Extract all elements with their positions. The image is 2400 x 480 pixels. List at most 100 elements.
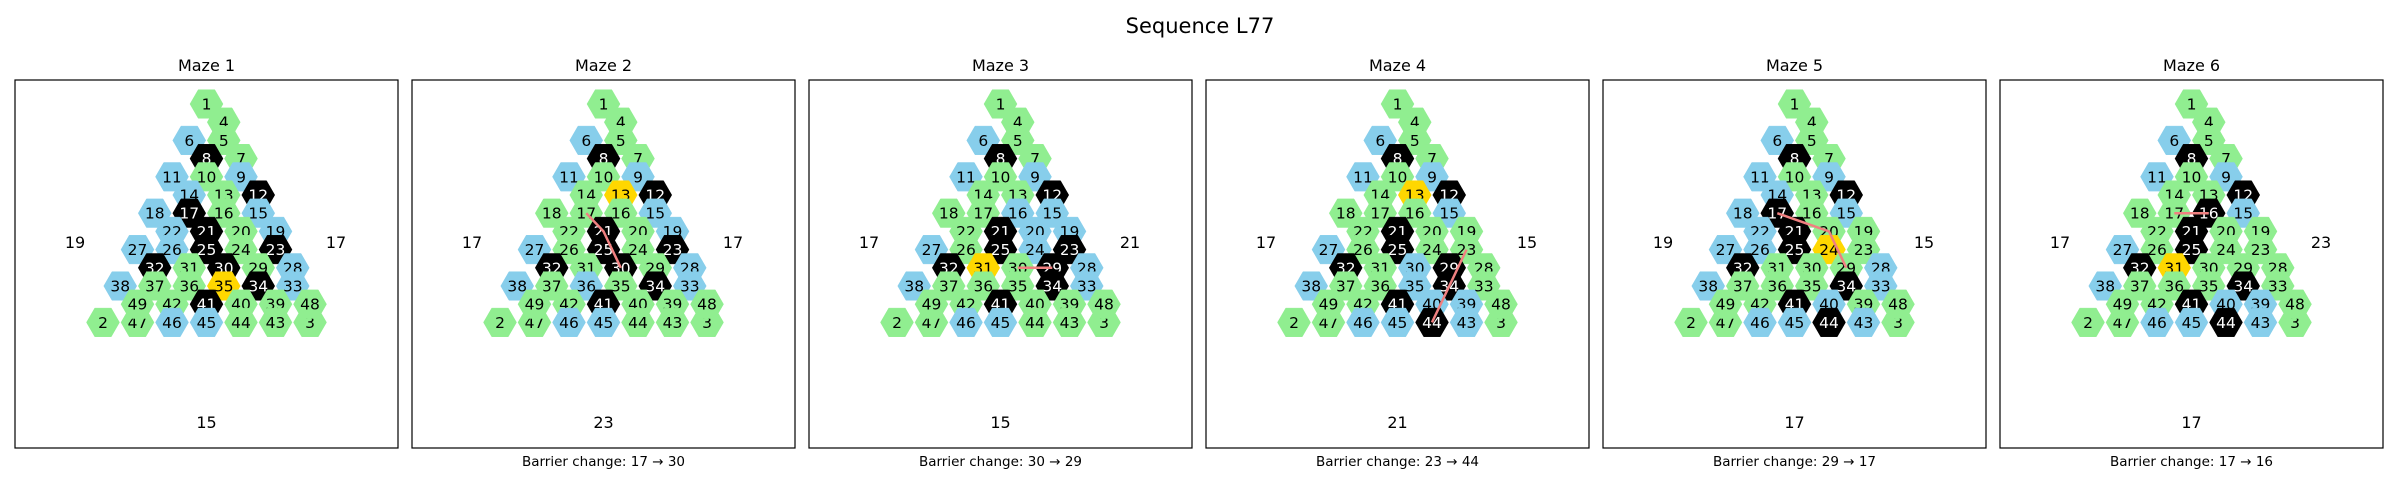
barrier-path <box>1430 249 1468 323</box>
cell-number: 36 <box>2164 278 2184 296</box>
cell-number: 48 <box>300 296 320 314</box>
maze-cells: 12 34567891011121314151617181920212223242… <box>1277 89 1518 337</box>
maze-cell-48: 48 <box>1881 289 1915 319</box>
maze-cells: 12 34567891011121314151617181920212223242… <box>1674 89 1915 337</box>
cell-number: 7 <box>2221 150 2231 168</box>
maze-title: Maze 5 <box>1766 56 1823 75</box>
maze-cell-43: 43 <box>2243 307 2278 337</box>
maze-frame <box>1999 79 2384 449</box>
cell-number: 10 <box>2182 168 2202 186</box>
cell-number: 43 <box>1060 314 1080 332</box>
barrier-change-caption: Barrier change: 17 → 30 <box>522 454 685 470</box>
cell-number: 10 <box>1785 168 1805 186</box>
cell-number: 3 <box>1893 314 1903 332</box>
right-number: 15 <box>1517 233 1537 252</box>
cell-number: 45 <box>1785 314 1805 332</box>
cell-number: 48 <box>1094 296 1114 314</box>
cell-number: 4 <box>1807 114 1817 132</box>
cell-number: 34 <box>1836 278 1856 296</box>
maze-cell-49: 49 <box>120 289 155 319</box>
cell-number: 8 <box>1393 150 1403 168</box>
cell-number: 37 <box>1733 278 1753 296</box>
cell-number: 10 <box>197 168 217 186</box>
maze-panel-5: Maze 512 34567891011121314151617181920212… <box>1602 56 1987 470</box>
cell-number: 49 <box>1319 296 1339 314</box>
cell-number: 26 <box>956 241 976 259</box>
maze-cell-48: 48 <box>1484 289 1518 319</box>
cell-number: 6 <box>1772 132 1782 150</box>
cell-number: 18 <box>1336 205 1356 223</box>
maze-cells: 12 34567891011121314151617181920212223242… <box>2071 89 2312 337</box>
cell-number: 36 <box>1370 278 1390 296</box>
maze-frame <box>1205 79 1590 449</box>
cell-number: 17 <box>973 205 993 223</box>
cell-number: 18 <box>1733 205 1753 223</box>
cell-number: 27 <box>2113 241 2133 259</box>
cell-number: 37 <box>542 278 562 296</box>
cell-number: 18 <box>2130 205 2150 223</box>
cell-number: 34 <box>1042 278 1062 296</box>
cell-number: 11 <box>559 168 579 186</box>
cell-number: 1 <box>599 96 609 114</box>
cell-number: 33 <box>680 278 700 296</box>
cell-number: 24 <box>628 241 648 259</box>
cell-number: 45 <box>594 314 614 332</box>
bottom-number: 15 <box>990 413 1010 432</box>
cell-number: 36 <box>576 278 596 296</box>
cell-number: 10 <box>991 168 1011 186</box>
maze-title: Maze 4 <box>1369 56 1426 75</box>
maze-cell-49: 49 <box>914 289 949 319</box>
cell-number: 1 <box>2187 96 2197 114</box>
cell-number: 26 <box>1353 241 1373 259</box>
cell-number: 5 <box>1807 132 1817 150</box>
right-number: 23 <box>2311 233 2331 252</box>
cell-number: 44 <box>2216 314 2236 332</box>
cell-number: 26 <box>162 241 182 259</box>
cell-number: 18 <box>145 205 165 223</box>
bottom-number: 23 <box>593 413 613 432</box>
cell-number: 2 <box>98 314 108 332</box>
cell-number: 45 <box>2182 314 2202 332</box>
cell-number: 37 <box>1336 278 1356 296</box>
cell-number: 48 <box>697 296 717 314</box>
cell-number: 27 <box>525 241 545 259</box>
cell-number: 8 <box>599 150 609 168</box>
cell-number: 35 <box>1802 278 1822 296</box>
maze-cell-48: 48 <box>2278 289 2312 319</box>
cell-number: 15 <box>2233 205 2253 223</box>
maze-cell-43: 43 <box>655 307 690 337</box>
maze-panel-1: Maze 112 34567891011121314151617181920212… <box>14 56 399 449</box>
cell-number: 36 <box>973 278 993 296</box>
cell-number: 25 <box>1388 241 1408 259</box>
cell-number: 46 <box>2147 314 2167 332</box>
cell-number: 7 <box>1824 150 1834 168</box>
maze-cell-48: 48 <box>1087 289 1121 319</box>
cell-number: 25 <box>991 241 1011 259</box>
cell-number: 46 <box>956 314 976 332</box>
cell-number: 48 <box>2285 296 2305 314</box>
cell-number: 17 <box>1370 205 1390 223</box>
cell-number: 9 <box>1427 168 1437 186</box>
maze-panel-4: Maze 412 34567891011121314151617181920212… <box>1205 56 1590 470</box>
maze-cell-45: 45 <box>983 307 1018 337</box>
cell-number: 11 <box>1353 168 1373 186</box>
cell-number: 37 <box>2130 278 2150 296</box>
cell-number: 26 <box>1750 241 1770 259</box>
cell-number: 38 <box>1301 278 1321 296</box>
cell-number: 10 <box>594 168 614 186</box>
bottom-number: 21 <box>1387 413 1407 432</box>
cell-number: 33 <box>1871 278 1891 296</box>
maze-cell-46: 46 <box>1743 307 1777 337</box>
cell-number: 46 <box>162 314 182 332</box>
cell-number: 25 <box>594 241 614 259</box>
cell-number: 7 <box>633 150 643 168</box>
maze-cell-49: 49 <box>2105 289 2140 319</box>
cell-number: 4 <box>1410 114 1420 132</box>
cell-number: 38 <box>110 278 130 296</box>
maze-cell-45: 45 <box>1777 307 1812 337</box>
maze-cell-45: 45 <box>189 307 224 337</box>
cell-number: 1 <box>996 96 1006 114</box>
cell-number: 5 <box>616 132 626 150</box>
cell-number: 49 <box>1716 296 1736 314</box>
cell-number: 49 <box>128 296 148 314</box>
